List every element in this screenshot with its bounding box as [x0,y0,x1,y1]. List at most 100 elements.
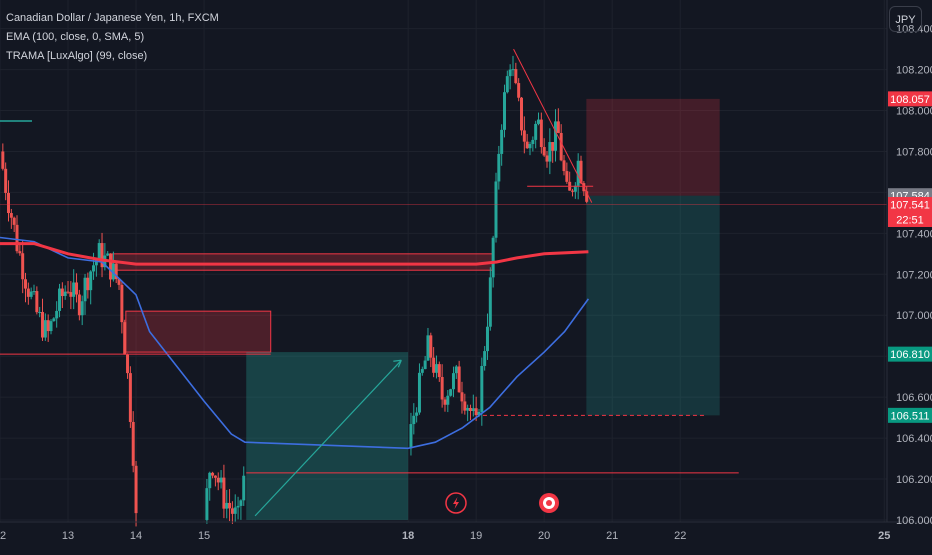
price-label-106.810[interactable]: 106.810 [888,346,932,362]
candle-body [225,502,229,509]
zone-long-target[interactable] [246,352,409,520]
candle-body [134,465,138,514]
ema-indicator-label[interactable]: EMA (100, close, 0, SMA, 5) [6,31,145,43]
candle-body [415,412,419,416]
price-label-value: 107.541 [890,200,930,212]
price-tick-label: 106.400 [896,433,932,445]
zone-supply[interactable] [125,310,272,353]
trendline[interactable] [513,48,593,203]
price-tick-label: 108.200 [896,65,932,77]
candle-body [228,502,232,509]
candle-body [94,259,98,266]
time-tick-label: 22 [674,530,686,542]
price-label-106.511[interactable]: 106.511 [888,407,932,423]
candle-body [528,144,532,149]
symbol-title[interactable]: Canadian Dollar / Japanese Yen, 1h, FXCM [6,12,219,24]
candle-body [24,279,28,289]
candle-body [80,301,84,316]
time-tick-label: 25 [878,530,890,542]
candle-body [537,119,541,124]
candle-body [571,190,575,192]
candle-body [519,97,523,131]
candle-body [60,288,64,297]
candle-body [542,147,546,156]
flash-icon[interactable] [445,492,467,514]
price-tick-label: 107.000 [896,310,932,322]
price-tick-label: 106.200 [896,474,932,486]
zone-stop[interactable] [586,98,720,196]
candle-body [585,191,589,202]
candle-body [565,171,569,182]
candle-body [77,294,81,316]
candle-body [4,168,8,193]
candle-body [43,320,47,338]
zone-supply[interactable] [111,253,494,271]
zone-target[interactable] [586,195,720,416]
candle-body [494,181,498,238]
candle-body [239,500,243,506]
currency-button[interactable]: JPY [889,6,922,32]
trama-indicator-label[interactable]: TRAMA [LuxAlgo] (99, close) [6,50,148,62]
candle-body [128,373,132,422]
candle-body [466,407,470,411]
candle-body [500,129,504,154]
candle-body [69,292,73,297]
candle-body [72,282,76,297]
candle-body [89,271,93,291]
candle-body [471,408,475,412]
candle-body [468,407,472,412]
candle-body [483,351,487,366]
candle-body [29,291,33,297]
candle-body [123,322,127,355]
candle-body [517,83,521,98]
candle-body [505,76,509,93]
price-tick-label: 107.200 [896,269,932,281]
price-label-value: 106.810 [890,349,930,361]
candle-body [49,321,53,332]
candle-body [443,399,447,405]
grid-lines [0,0,887,522]
candle-body [508,69,512,77]
candle-body [9,213,13,218]
candle-body [426,335,430,361]
time-tick-label: 12 [0,530,6,542]
candle-body [131,421,135,466]
candle-body [230,508,234,514]
candle-body [205,488,209,520]
target-icon[interactable] [539,493,559,513]
candle-body [97,243,101,260]
candle-body [120,284,124,323]
candle-body [18,251,22,254]
candle-body [86,277,90,291]
candle-body [477,411,481,416]
candle-body [236,505,240,508]
candle-body [63,291,67,297]
price-label-107.541[interactable]: 107.541 22:51 [888,197,932,228]
axes[interactable]: 108.400108.200108.000107.800107.600107.4… [0,0,932,542]
candle-body [211,472,215,476]
price-label-108.057[interactable]: 108.057 [888,91,932,107]
candle-body [454,366,458,374]
candle-body [412,415,416,425]
arrow-head [393,359,402,368]
time-tick-label: 19 [470,530,482,542]
candle-body [92,265,96,272]
trama-line[interactable] [0,242,589,266]
candle-body [208,472,212,489]
price-label-value: 106.511 [891,410,930,422]
candle-body [106,253,110,256]
drawing-lines [0,48,887,517]
time-tick-label: 14 [130,530,142,542]
candle-body [514,69,518,84]
projection-arrow[interactable] [254,359,402,517]
candle-body [109,253,113,280]
candle-body [432,357,436,373]
candle-body [420,369,424,373]
candle-body [117,279,121,285]
ema-line[interactable] [0,236,590,450]
candle-body [451,373,455,390]
candle-body [480,365,484,412]
candle-body [32,291,36,293]
